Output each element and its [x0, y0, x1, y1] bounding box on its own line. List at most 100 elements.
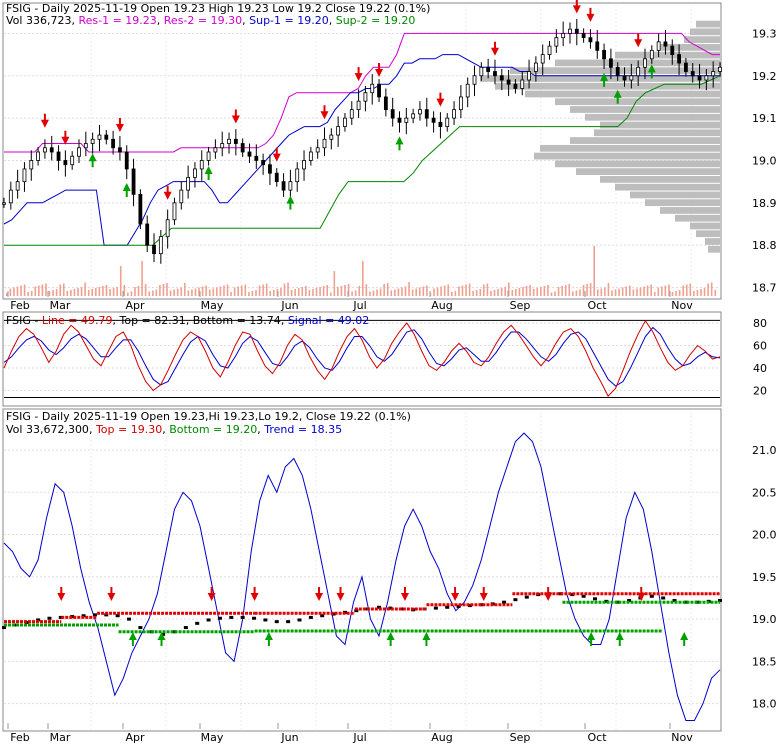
price-y-tick-19.0: 19.0 — [752, 154, 777, 167]
price-month-nov: Nov — [671, 299, 693, 312]
volume-bar — [621, 287, 624, 296]
candle-body — [220, 143, 225, 149]
candle-body — [302, 160, 306, 170]
price-header-line2: Vol 336,723, Res-1 = 19.23, Res-2 = 19.3… — [6, 14, 415, 27]
volume-bar — [112, 288, 115, 296]
volume-bar — [614, 289, 617, 296]
sell-arrow — [163, 185, 172, 200]
trend-price-mark — [388, 606, 393, 610]
volume-bar — [557, 287, 560, 296]
volume-bar — [618, 288, 620, 296]
trend-price-mark — [138, 626, 143, 630]
volume-bar — [73, 289, 76, 296]
volume-bar — [703, 288, 706, 296]
trend-sell-arrow — [250, 587, 259, 601]
candle-body — [445, 117, 450, 127]
volume-bar — [52, 290, 54, 296]
candle-body — [649, 49, 654, 60]
candle-body — [152, 244, 156, 255]
candle-body — [718, 66, 722, 72]
candle-body — [643, 58, 647, 68]
oscillator-lines — [3, 319, 721, 399]
volume-bar — [130, 291, 133, 296]
volume-bar — [251, 291, 254, 296]
trend-price-mark — [320, 614, 325, 618]
buy-arrow — [286, 195, 295, 210]
volume-bar — [668, 284, 670, 296]
trend-price-mark — [81, 614, 86, 618]
price-y-ticks: 19.3 19.2 19.1 19.0 18.9 18.8 18.7 — [752, 27, 777, 294]
volume-bar — [547, 285, 549, 296]
candle-body — [622, 75, 627, 81]
volume-bar — [45, 283, 47, 296]
volume-bar — [700, 289, 702, 296]
osc-y-tick-80: 80 — [753, 317, 767, 330]
trend-price-mark — [172, 630, 177, 634]
volume-bar — [504, 287, 506, 296]
candle-body — [554, 37, 559, 47]
volume-bar — [297, 288, 300, 296]
volume-bar — [685, 284, 688, 296]
trend-sell-arrow — [544, 587, 553, 601]
volume-bar — [632, 289, 635, 296]
volume-bar — [340, 286, 343, 296]
trend-month-oct: Oct — [587, 731, 607, 744]
candle-body — [711, 71, 716, 77]
trend-x-ticks: Feb Mar Apr May Jun Jul Aug Sep Oct Nov — [7, 723, 693, 744]
trend-buy-arrow — [680, 632, 689, 646]
trend-price-mark — [683, 600, 688, 604]
trend-month-may: May — [201, 731, 224, 744]
volume-bar — [440, 286, 442, 296]
volume-profile-bar — [690, 28, 720, 36]
volume-bar — [490, 291, 492, 296]
volume-bar — [714, 290, 717, 296]
candle-body — [2, 202, 6, 205]
volume-bar — [358, 286, 361, 296]
candle-body — [602, 49, 606, 60]
trend-price-mark — [127, 617, 132, 621]
volume-bar — [9, 288, 12, 296]
candle-body — [349, 109, 354, 119]
volume-bar — [187, 290, 190, 296]
trend-y-ticks: 21.0 20.5 20.0 19.5 19.0 18.5 18.0 — [752, 444, 777, 711]
volume-profile — [480, 20, 720, 253]
volume-bar — [554, 291, 556, 296]
candle-body — [431, 117, 436, 123]
volume-profile-bar — [615, 183, 720, 191]
volume-bar — [586, 284, 588, 296]
volume-bar — [383, 284, 385, 296]
volume-bar — [354, 290, 357, 296]
candle-body — [690, 71, 695, 77]
trend-y-tick-20.5: 20.5 — [752, 486, 777, 499]
trend-price-mark — [649, 594, 654, 598]
trend-sell-arrow — [315, 587, 324, 601]
volume-bar — [13, 287, 15, 296]
candle-body — [268, 164, 272, 174]
candle-body — [377, 83, 381, 98]
candle-body — [29, 160, 34, 170]
volume-bar — [693, 291, 695, 296]
trend-price-mark — [433, 606, 438, 610]
res1-label: Res-1 = 19.23 — [78, 14, 156, 27]
volume-bar — [458, 286, 460, 296]
volume-bar — [223, 285, 225, 296]
volume-profile-bar — [660, 44, 720, 51]
trend-price-mark — [502, 600, 507, 604]
volume-bar — [127, 292, 129, 296]
candle-body — [370, 83, 375, 94]
trend-price-mark — [252, 616, 257, 620]
volume-bar — [572, 291, 574, 296]
candle-body — [574, 28, 579, 34]
volume-bar — [604, 287, 606, 296]
trend-y-tick-21.0: 21.0 — [752, 444, 777, 457]
volume-bar — [233, 287, 236, 296]
volume-bar — [386, 283, 389, 296]
price-y-tick-18.7: 18.7 — [752, 282, 777, 295]
volume-bar — [34, 286, 37, 296]
candle-body — [274, 172, 279, 183]
candle-body — [363, 92, 368, 102]
trend-price-mark — [274, 620, 279, 624]
volume-bar — [369, 291, 371, 296]
candle-body — [533, 62, 538, 72]
candle-body — [322, 138, 327, 149]
